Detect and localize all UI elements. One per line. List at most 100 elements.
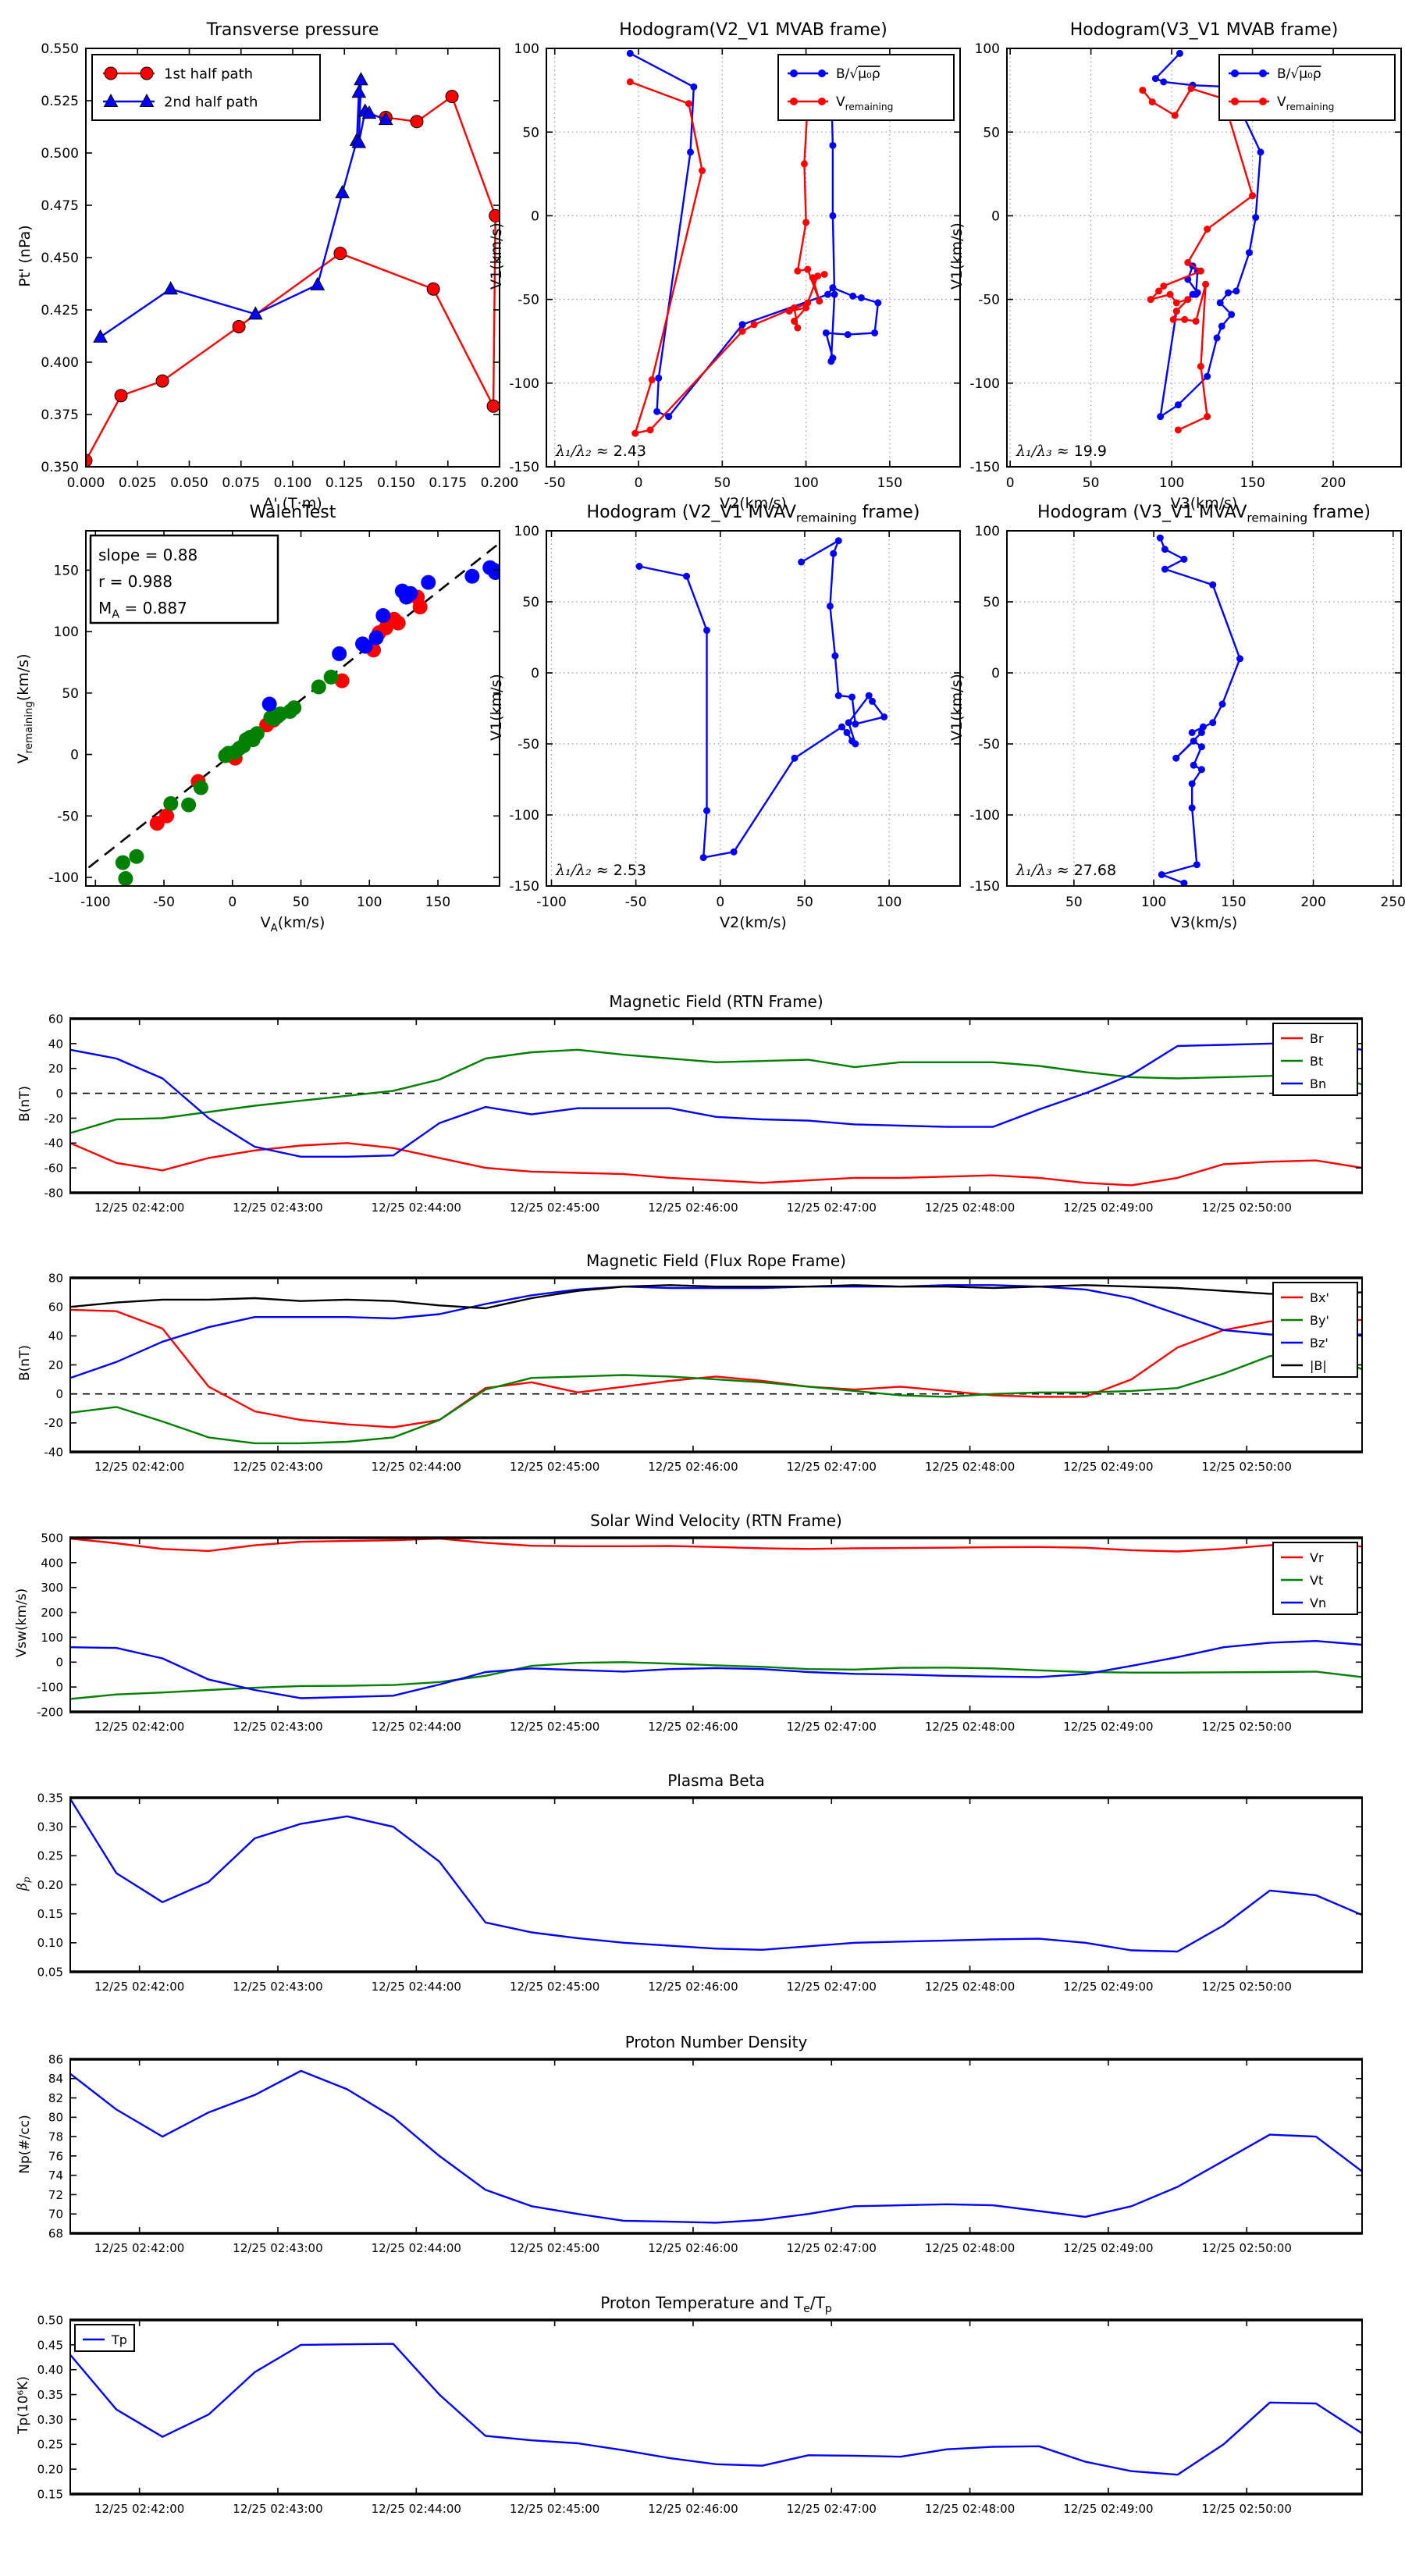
svg-text:0.20: 0.20 bbox=[37, 1878, 63, 1892]
svg-text:-150: -150 bbox=[509, 460, 539, 475]
svg-text:-50: -50 bbox=[978, 293, 1000, 308]
svg-text:12/25 02:50:00: 12/25 02:50:00 bbox=[1202, 1201, 1292, 1215]
svg-text:MA = 0.887: MA = 0.887 bbox=[98, 599, 187, 621]
legend-label: Bt bbox=[1310, 1054, 1323, 1069]
svg-text:12/25 02:46:00: 12/25 02:46:00 bbox=[648, 1980, 738, 1994]
xlabel-transverse-pressure: A' (T·m) bbox=[263, 495, 322, 512]
svg-text:200: 200 bbox=[41, 1606, 63, 1620]
series-layer bbox=[635, 537, 888, 862]
svg-text:84: 84 bbox=[48, 2072, 63, 2086]
svg-text:0: 0 bbox=[228, 895, 237, 910]
svg-text:0.425: 0.425 bbox=[41, 303, 79, 318]
svg-text:12/25 02:48:00: 12/25 02:48:00 bbox=[925, 1460, 1015, 1474]
svg-text:-40: -40 bbox=[44, 1445, 64, 1459]
legend: 1st half path 2nd half path bbox=[91, 54, 321, 121]
svg-text:0.550: 0.550 bbox=[41, 41, 79, 57]
magnetic-field-fluxrope-plot: 12/25 02:42:00 12/25 02:43:00 12/25 02:44:… bbox=[44, 1271, 1363, 1474]
tick-labels: 0 50 100 150 200 -150 -100 -50 0 50 100 bbox=[969, 41, 1401, 491]
svg-text:0.000: 0.000 bbox=[67, 475, 105, 491]
svg-text:12/25 02:42:00: 12/25 02:42:00 bbox=[94, 1460, 184, 1474]
svg-text:0.400: 0.400 bbox=[41, 355, 79, 371]
svg-text:12/25 02:45:00: 12/25 02:45:00 bbox=[510, 2502, 599, 2516]
series-layer bbox=[87, 542, 500, 887]
svg-text:0.050: 0.050 bbox=[170, 475, 208, 491]
svg-text:-150: -150 bbox=[509, 879, 539, 895]
svg-text:0.350: 0.350 bbox=[41, 460, 79, 475]
svg-text:70: 70 bbox=[48, 2208, 63, 2222]
svg-text:0: 0 bbox=[531, 209, 539, 225]
svg-text:40: 40 bbox=[48, 1329, 63, 1343]
svg-text:100: 100 bbox=[1141, 895, 1166, 910]
ylabel-hodogram-v3v1-mvav: V1(km/s) bbox=[948, 673, 966, 741]
panel-plasma-beta: 12/25 02:42:00 12/25 02:43:00 12/25 02:44:… bbox=[0, 1759, 1405, 2020]
svg-text:200: 200 bbox=[1321, 475, 1346, 491]
svg-text:0.10: 0.10 bbox=[37, 1936, 63, 1950]
svg-text:0.475: 0.475 bbox=[41, 198, 79, 214]
series-layer bbox=[69, 1798, 1363, 1953]
svg-text:12/25 02:42:00: 12/25 02:42:00 bbox=[94, 2241, 184, 2255]
svg-text:-50: -50 bbox=[518, 293, 539, 308]
panel-hodogram-v2v1-mvab: -50 0 50 100 150 -150 -100 -50 0 50 100 B/√μ₀ρ Vrema… bbox=[488, 12, 1015, 523]
series-Br bbox=[69, 1142, 1363, 1187]
xlabel-hodogram-v3v1-mvav: V3(km/s) bbox=[1170, 914, 1238, 931]
svg-text:12/25 02:47:00: 12/25 02:47:00 bbox=[787, 2241, 877, 2255]
proton-density-plot: 12/25 02:42:00 12/25 02:43:00 12/25 02:44:… bbox=[48, 2052, 1363, 2255]
svg-text:60: 60 bbox=[48, 1012, 63, 1026]
lambda-annotation: λ₁/λ₂ ≈ 2.43 bbox=[555, 443, 646, 460]
svg-text:400: 400 bbox=[41, 1556, 63, 1570]
svg-text:12/25 02:46:00: 12/25 02:46:00 bbox=[648, 2241, 738, 2255]
svg-text:60: 60 bbox=[48, 1300, 63, 1315]
svg-text:-50: -50 bbox=[153, 895, 175, 910]
svg-text:76: 76 bbox=[48, 2149, 63, 2163]
svg-text:12/25 02:43:00: 12/25 02:43:00 bbox=[233, 1720, 322, 1734]
series-layer bbox=[69, 1041, 1363, 1187]
legend-label: Bz' bbox=[1310, 1336, 1329, 1350]
legend-label: B/√μ₀ρ bbox=[836, 66, 880, 82]
series-Bn bbox=[69, 1041, 1363, 1158]
title-plasma-beta: Plasma Beta bbox=[667, 1771, 765, 1790]
svg-text:-50: -50 bbox=[978, 737, 1000, 753]
lambda-annotation: λ₁/λ₂ ≈ 2.53 bbox=[555, 862, 646, 879]
svg-text:12/25 02:46:00: 12/25 02:46:00 bbox=[648, 1201, 738, 1215]
svg-text:150: 150 bbox=[877, 475, 902, 491]
svg-text:20: 20 bbox=[48, 1358, 63, 1372]
svg-text:12/25 02:45:00: 12/25 02:45:00 bbox=[510, 1460, 599, 1474]
svg-text:100: 100 bbox=[54, 624, 79, 640]
svg-text:100: 100 bbox=[514, 41, 539, 57]
svg-text:50: 50 bbox=[62, 686, 79, 702]
legend-label: B/√μ₀ρ bbox=[1277, 66, 1321, 82]
svg-text:78: 78 bbox=[48, 2130, 63, 2144]
legend: Bx' By' Bz' |B| bbox=[1272, 1282, 1358, 1378]
svg-text:0.50: 0.50 bbox=[37, 2313, 63, 2327]
svg-text:0.45: 0.45 bbox=[37, 2338, 63, 2352]
svg-text:12/25 02:49:00: 12/25 02:49:00 bbox=[1063, 1980, 1153, 1994]
svg-text:12/25 02:47:00: 12/25 02:47:00 bbox=[787, 1460, 877, 1474]
series-layer bbox=[69, 1284, 1363, 1445]
svg-text:0: 0 bbox=[531, 666, 539, 681]
svg-text:0: 0 bbox=[991, 209, 1000, 225]
svg-text:0.025: 0.025 bbox=[119, 475, 157, 491]
series-layer bbox=[69, 1537, 1363, 1700]
svg-text:100: 100 bbox=[975, 524, 1000, 539]
svg-text:72: 72 bbox=[48, 2188, 63, 2202]
svg-text:12/25 02:48:00: 12/25 02:48:00 bbox=[925, 1720, 1015, 1734]
svg-text:12/25 02:42:00: 12/25 02:42:00 bbox=[94, 2502, 184, 2516]
svg-text:50: 50 bbox=[293, 895, 310, 910]
svg-text:12/25 02:44:00: 12/25 02:44:00 bbox=[372, 2502, 461, 2516]
legend: Vr Vt Vn bbox=[1272, 1542, 1358, 1615]
tick-labels: 12/25 02:42:00 12/25 02:43:00 12/25 02:44:… bbox=[48, 2052, 1362, 2255]
svg-text:12/25 02:47:00: 12/25 02:47:00 bbox=[787, 1720, 877, 1734]
svg-text:12/25 02:46:00: 12/25 02:46:00 bbox=[648, 1460, 738, 1474]
svg-text:40: 40 bbox=[48, 1037, 63, 1051]
svg-text:-200: -200 bbox=[37, 1705, 63, 1719]
svg-text:0.500: 0.500 bbox=[41, 146, 79, 162]
svg-text:150: 150 bbox=[425, 895, 450, 910]
svg-text:50: 50 bbox=[983, 125, 1000, 141]
title-hodogram-v3v1-mvab: Hodogram(V3_V1 MVAB frame) bbox=[1069, 20, 1339, 40]
svg-text:12/25 02:45:00: 12/25 02:45:00 bbox=[510, 1980, 599, 1994]
svg-text:0.125: 0.125 bbox=[325, 475, 364, 491]
legend-label: Tp bbox=[111, 2332, 127, 2347]
